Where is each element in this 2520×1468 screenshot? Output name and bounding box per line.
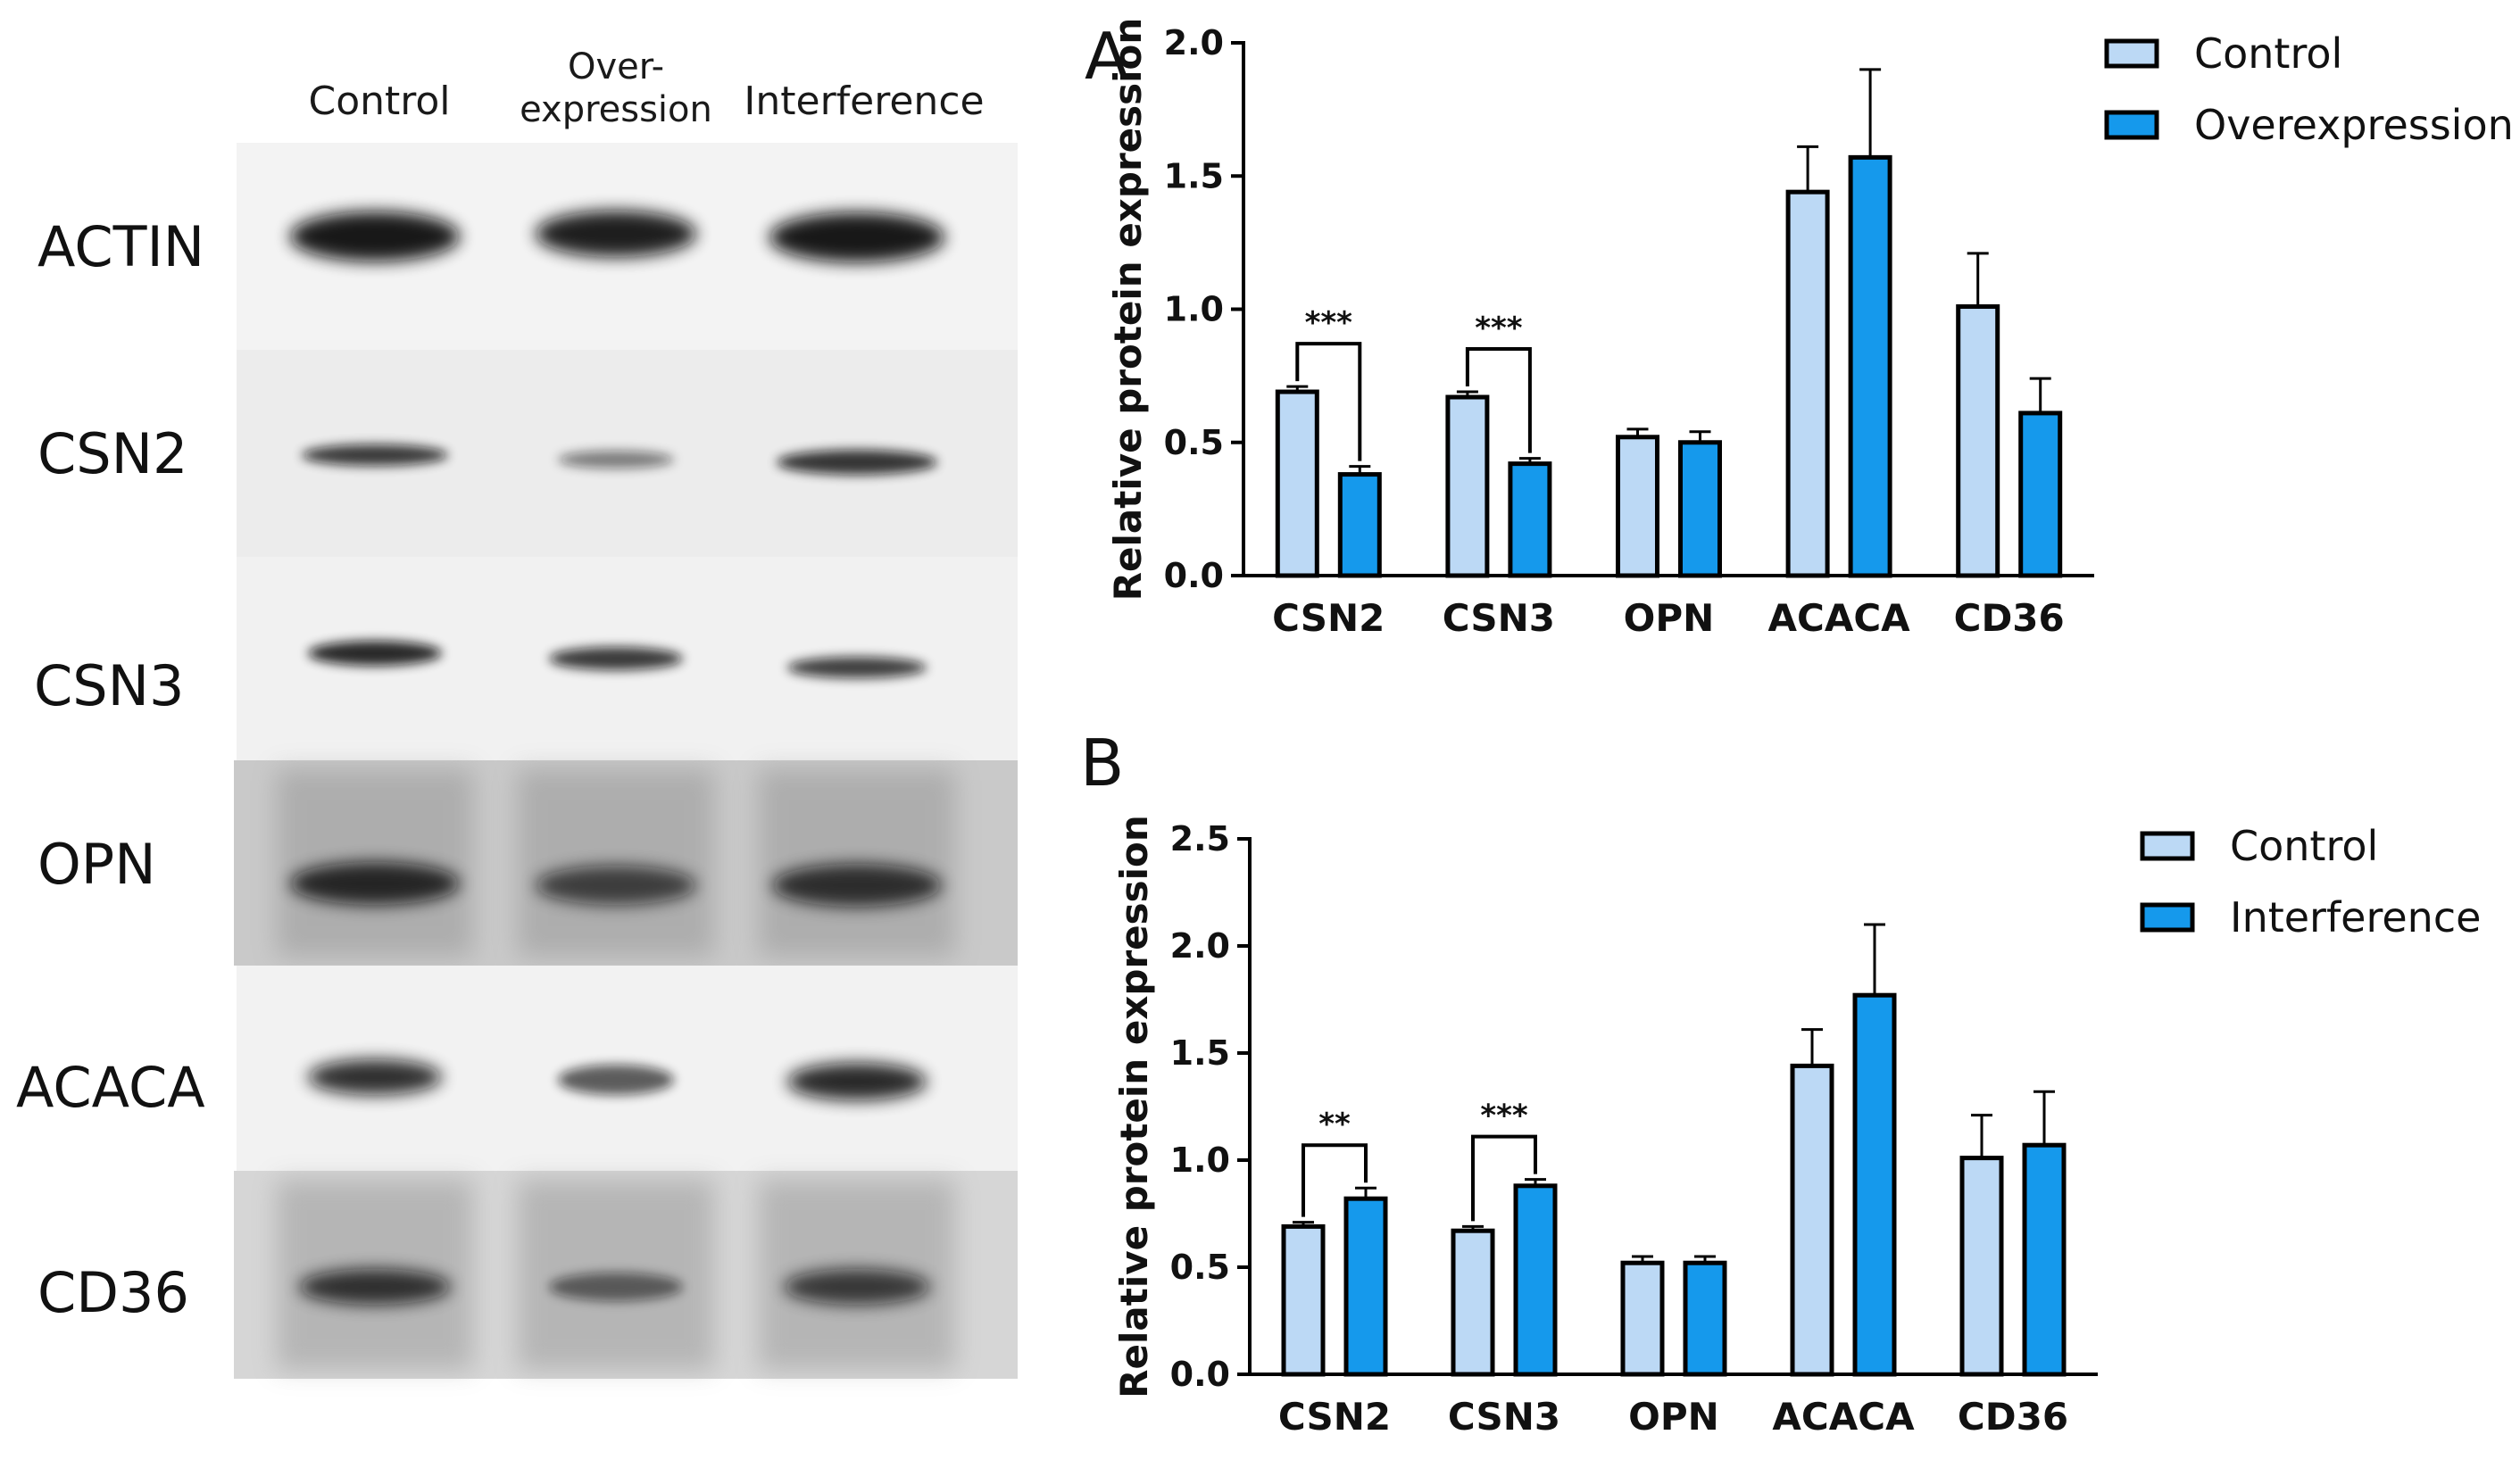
blot-band <box>549 1273 683 1301</box>
x-tick-label-acaca: ACACA <box>1768 596 1911 640</box>
bar-control-acaca <box>1790 1063 1834 1377</box>
panel-letter: B <box>1080 732 1124 800</box>
y-axis-label: Relative protein expression <box>1112 815 1156 1398</box>
bar-overexpression-cd36 <box>2018 411 2063 578</box>
x-tick-label-opn: OPN <box>1624 596 1715 640</box>
x-tick-label-acaca: ACACA <box>1772 1395 1915 1439</box>
y-tick-label: 0.0 <box>1170 1355 1230 1394</box>
blot-row-acaca: ACACA <box>16 966 1018 1171</box>
blot-band <box>784 1269 930 1305</box>
blot-row-label: CSN2 <box>37 421 187 486</box>
blot-row-cd36: CD36 <box>37 1171 1018 1379</box>
blot-band <box>302 444 448 466</box>
blot-band <box>769 212 944 262</box>
bar-control-opn <box>1620 1260 1665 1377</box>
significance-label: *** <box>1305 305 1353 341</box>
blot-band <box>290 211 460 261</box>
blot-band <box>787 657 927 678</box>
legend-label-overexpression: Overexpression <box>2194 101 2514 149</box>
western-blot-panel: Control Over-expression Interference ACTIN… <box>16 46 1018 1379</box>
blot-band <box>299 1269 451 1305</box>
legend-swatch <box>2140 831 2195 861</box>
bar-interference-opn <box>1683 1260 1727 1377</box>
x-tick-label-csn2: CSN2 <box>1272 596 1385 640</box>
y-tick-label: 2.5 <box>1170 819 1230 858</box>
bar-control-csn3 <box>1451 1228 1495 1377</box>
blot-row-label: ACACA <box>16 1055 205 1120</box>
blot-row-actin: ACTIN <box>37 143 1018 350</box>
y-tick-label: 2.0 <box>1164 23 1224 62</box>
blot-row-label: CD36 <box>37 1260 189 1325</box>
y-axis-label: Relative protein expression <box>1106 18 1150 601</box>
bar-control-csn3 <box>1445 394 1490 578</box>
blot-row-label: ACTIN <box>37 214 204 279</box>
y-tick-label: 1.0 <box>1164 290 1224 329</box>
legend-label-control: Control <box>2230 822 2378 870</box>
blot-band <box>290 862 460 905</box>
bar-control-acaca <box>1785 189 1830 578</box>
bar-control-opn <box>1616 435 1659 578</box>
bar-interference-csn2 <box>1343 1196 1388 1377</box>
y-tick-label: 0.5 <box>1170 1248 1230 1287</box>
significance-bracket <box>1295 342 1362 461</box>
blot-row-opn: OPN <box>37 760 1018 966</box>
bar-control-csn2 <box>1281 1223 1326 1377</box>
lane-label-overexpression: Over-expression <box>520 46 712 130</box>
panel-letter: A <box>1085 19 1128 94</box>
y-tick-label: 0.5 <box>1164 423 1224 462</box>
y-tick-label: 1.0 <box>1170 1140 1230 1180</box>
blot-band <box>558 451 674 469</box>
blot-smear <box>759 769 955 957</box>
significance-bracket <box>1471 1134 1537 1222</box>
x-tick-label-cd36: CD36 <box>1958 1395 2068 1439</box>
x-tick-label-csn3: CSN3 <box>1448 1395 1560 1439</box>
significance-label: ** <box>1318 1107 1351 1142</box>
x-tick-label-csn2: CSN2 <box>1278 1395 1391 1439</box>
bar-interference-acaca <box>1852 992 1897 1377</box>
bar-control-cd36 <box>1959 1156 2004 1377</box>
blot-band <box>308 641 442 666</box>
blot-band <box>777 450 937 475</box>
blot-row-label: CSN3 <box>34 653 184 718</box>
bar-overexpression-opn <box>1678 440 1722 578</box>
blot-row-label: OPN <box>37 832 156 897</box>
blot-band <box>787 1063 927 1100</box>
bar-overexpression-csn2 <box>1337 472 1382 578</box>
significance-bracket <box>1302 1143 1368 1217</box>
legend-label-interference: Interference <box>2230 893 2481 941</box>
bar-overexpression-acaca <box>1848 154 1892 578</box>
y-tick-label: 1.5 <box>1164 156 1224 195</box>
blot-band <box>558 1065 674 1095</box>
lane-label-interference: Interference <box>744 79 984 124</box>
blot-row-csn3: CSN3 <box>34 557 1018 760</box>
blot-band <box>536 866 696 905</box>
bar-interference-csn3 <box>1513 1183 1558 1377</box>
legend-swatch <box>2104 38 2159 69</box>
blot-band <box>549 647 683 670</box>
bar-interference-cd36 <box>2022 1142 2067 1377</box>
blot-band <box>308 1059 442 1095</box>
lane-label-control: Control <box>308 79 450 124</box>
significance-bracket <box>1465 347 1532 453</box>
x-tick-label-opn: OPN <box>1628 1395 1719 1439</box>
y-tick-label: 0.0 <box>1164 556 1224 595</box>
blot-row-csn2: CSN2 <box>37 350 1018 557</box>
bar-chart-b: B Relative protein expression 0.0 0.5 1.0 1.5… <box>1080 732 2481 1439</box>
bar-control-csn2 <box>1275 389 1319 578</box>
significance-label: *** <box>1475 311 1523 346</box>
legend-swatch <box>2140 902 2195 933</box>
legend-swatch <box>2104 110 2159 140</box>
y-tick-label: 1.5 <box>1170 1033 1230 1073</box>
significance-label: *** <box>1480 1099 1528 1134</box>
x-tick-label-csn3: CSN3 <box>1443 596 1555 640</box>
blot-band <box>772 864 942 907</box>
bar-overexpression-csn3 <box>1508 461 1552 578</box>
x-tick-label-cd36: CD36 <box>1954 596 2065 640</box>
bar-control-cd36 <box>1956 304 2000 578</box>
blot-smear <box>518 769 714 957</box>
legend-label-control: Control <box>2194 29 2342 78</box>
y-tick-label: 2.0 <box>1170 926 1230 966</box>
blot-band <box>536 211 696 257</box>
